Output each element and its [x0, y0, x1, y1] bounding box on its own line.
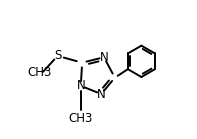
Text: CH3: CH3 — [69, 112, 93, 125]
Text: N: N — [76, 79, 85, 92]
Text: CH3: CH3 — [28, 66, 52, 79]
Text: N: N — [99, 51, 108, 64]
Text: N: N — [97, 88, 106, 100]
Text: S: S — [54, 49, 61, 62]
